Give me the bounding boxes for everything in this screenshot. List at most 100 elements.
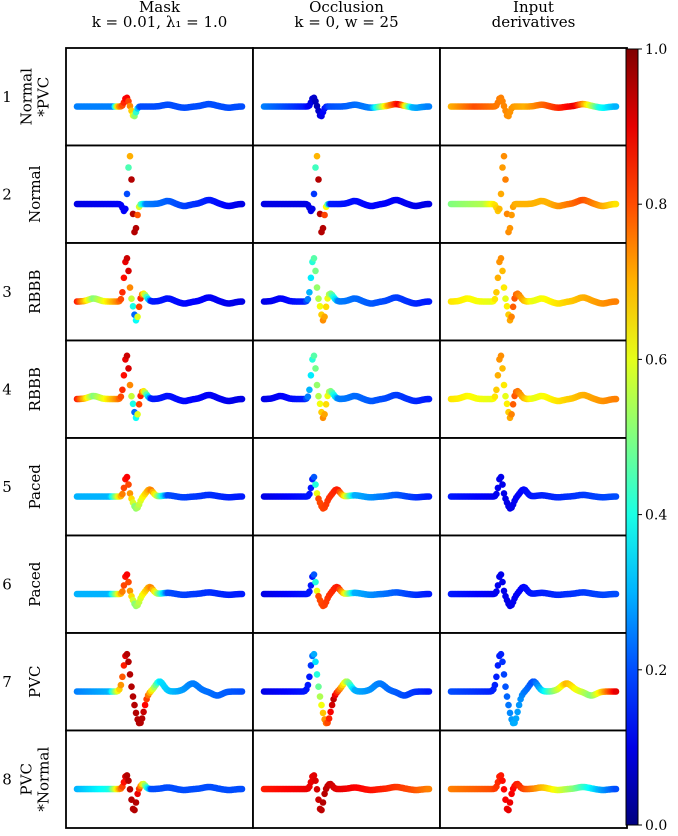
ecg-sample-point — [315, 295, 322, 303]
panel-row-2-input_derivatives — [439, 144, 628, 244]
ecg-sample-point — [238, 200, 246, 208]
ecg-sample-point — [425, 590, 433, 598]
row-label-6-line-0: Paced — [26, 561, 44, 607]
ecg-sample-point — [312, 267, 319, 275]
ecg-sample-point — [123, 190, 131, 198]
ecg-sample-point — [312, 578, 319, 586]
ecg-sample-point — [120, 582, 128, 589]
panel-row-7-input_derivatives — [439, 632, 628, 732]
ecg-sample-point — [238, 590, 246, 598]
ecg-sample-point — [515, 701, 523, 709]
ecg-sample-point — [503, 400, 511, 408]
ecg-sample-point — [126, 284, 134, 291]
ecg-sample-point — [123, 650, 131, 658]
row-number-4: 4 — [2, 380, 12, 398]
ecg-sample-point — [497, 190, 505, 198]
ecg-sample-point — [238, 103, 246, 110]
panel-row-5-input_derivatives — [439, 437, 628, 537]
ecg-sample-point — [318, 806, 325, 814]
panel-row-6-mask — [65, 534, 254, 634]
ecg-sample-point — [499, 658, 506, 666]
ecg-sample-point — [321, 313, 328, 321]
column-title-input_derivatives-line-1: derivatives — [492, 13, 576, 31]
ecg-sample-point — [306, 386, 313, 394]
ecg-sample-point — [132, 799, 140, 806]
ecg-sample-point — [307, 662, 315, 669]
ecg-sample-point — [499, 777, 506, 784]
ecg-sample-point — [310, 772, 318, 779]
ecg-sample-point — [508, 211, 515, 219]
ecg-sample-point — [316, 303, 324, 310]
ecg-sample-point — [238, 395, 246, 403]
panel-row-3-input_derivatives — [439, 242, 628, 342]
ecg-sample-point — [134, 790, 141, 798]
row-label-1-line-1: *PVC — [35, 77, 53, 117]
ecg-sample-point — [509, 401, 517, 408]
panel-frame — [252, 144, 441, 244]
ecg-sample-point — [306, 673, 313, 681]
ecg-sample-point — [316, 400, 324, 408]
ecg-sample-point — [129, 303, 137, 310]
ecg-sample-point — [141, 701, 149, 709]
panel-row-1-occlusion — [252, 47, 441, 147]
ecg-sample-point — [505, 806, 512, 814]
ecg-sample-point — [514, 708, 521, 716]
ecg-sample-point — [508, 411, 515, 418]
ecg-sample-point — [425, 298, 433, 305]
ecg-sample-point — [500, 152, 508, 160]
ecg-sample-point — [310, 190, 318, 198]
ecg-sample-point — [493, 289, 500, 296]
ecg-sample-point — [122, 205, 129, 213]
colorbar-tick-label: 1.0 — [645, 42, 667, 58]
panel-row-5-mask — [65, 437, 254, 537]
ecg-sample-point — [123, 473, 131, 481]
ecg-sample-point — [313, 587, 321, 595]
panel-row-1-input_derivatives — [439, 47, 628, 147]
ecg-sample-point — [491, 681, 499, 689]
ecg-sample-point — [238, 298, 246, 305]
ecg-sample-point — [493, 588, 500, 595]
column-title-occlusion-line-0: Occlusion — [309, 0, 384, 16]
column-title-input_derivatives-line-0: Input — [513, 0, 554, 16]
column-title-occlusion-line-1: k = 0, w = 25 — [294, 13, 398, 31]
ecg-sample-point — [502, 392, 509, 400]
ecg-sample-point — [126, 587, 134, 595]
ecg-sample-point — [306, 289, 313, 296]
ecg-sample-point — [497, 650, 505, 658]
ecg-sample-point — [126, 671, 134, 678]
ecg-sample-point — [131, 806, 138, 814]
colorbar: 0.0 0.2 0.4 0.6 0.8 1.0 — [625, 42, 667, 834]
ecg-sample-point — [125, 658, 132, 666]
panel-frame — [439, 339, 628, 439]
panel-row-3-occlusion — [252, 242, 441, 342]
ecg-sample-point — [612, 298, 620, 305]
ecg-sample-point — [497, 772, 505, 779]
ecg-sample-point — [493, 673, 500, 681]
ecg-sample-point — [310, 650, 318, 658]
ecg-sample-point — [496, 205, 503, 213]
ecg-sample-point — [425, 785, 433, 793]
ecg-sample-point — [508, 790, 515, 798]
ecg-sample-point — [612, 200, 620, 208]
ecg-sample-point — [315, 392, 322, 400]
panel-frame — [65, 47, 254, 147]
ecg-sample-point — [238, 785, 246, 793]
panel-frame — [439, 437, 628, 537]
ecg-sample-point — [119, 289, 126, 296]
ecg-sample-point — [117, 393, 125, 401]
ecg-sample-point — [499, 578, 506, 586]
ecg-sample-point — [319, 224, 327, 232]
ecg-sample-point — [309, 205, 316, 213]
ecg-sample-point — [325, 715, 333, 722]
ecg-sample-point — [313, 152, 321, 160]
ecg-sample-point — [312, 658, 319, 666]
ecg-sample-point — [123, 254, 131, 262]
ecg-sample-point — [126, 152, 134, 160]
panel-frame — [65, 534, 254, 634]
ecg-sample-point — [499, 481, 506, 488]
ecg-sample-point — [502, 176, 509, 183]
ecg-sample-point — [134, 411, 141, 418]
ecg-sample-point — [120, 372, 128, 379]
ecg-sample-point — [505, 701, 512, 709]
